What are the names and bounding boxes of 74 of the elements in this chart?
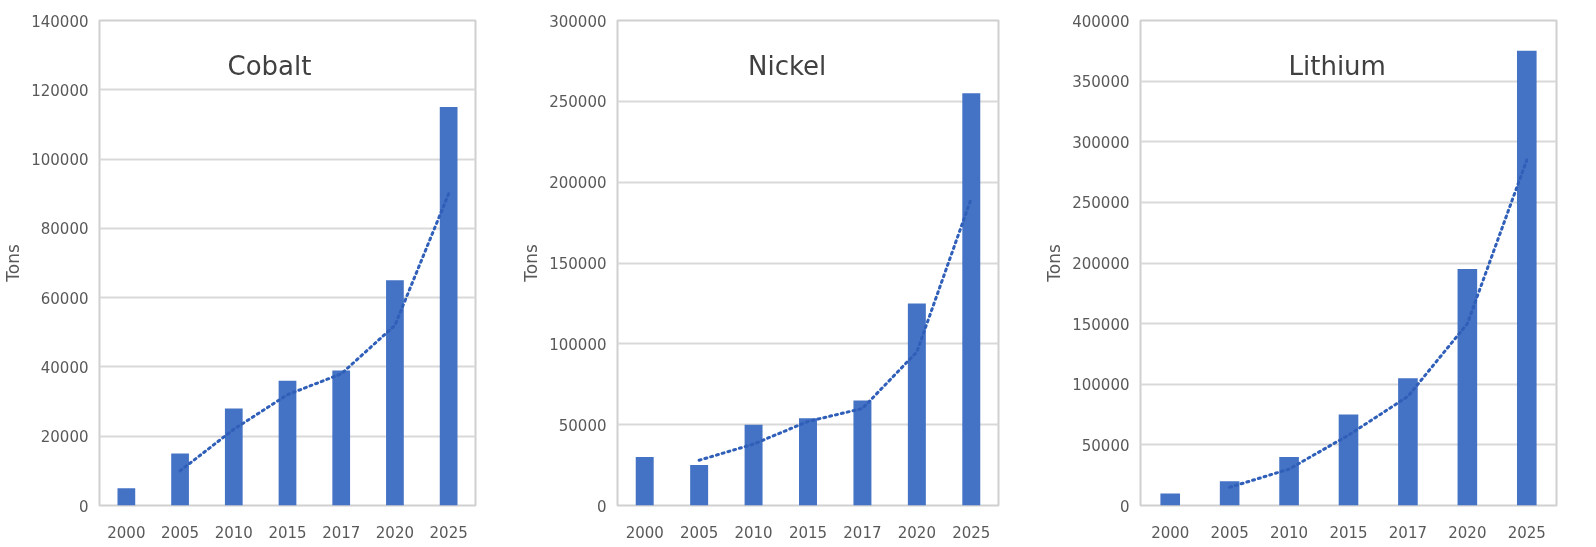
y-tick-label: 0 xyxy=(1119,497,1130,516)
bar xyxy=(439,107,458,506)
bar xyxy=(799,418,817,506)
x-tick-label: 2015 xyxy=(268,523,307,542)
x-tick-label: 2020 xyxy=(1448,523,1487,542)
x-tick-label: 2010 xyxy=(734,523,773,542)
y-tick-label: 50000 xyxy=(1081,436,1130,455)
bar xyxy=(962,93,981,506)
bar xyxy=(907,303,926,506)
y-tick-label: 250000 xyxy=(1072,194,1130,213)
x-tick-label: 2005 xyxy=(1210,523,1249,542)
bar xyxy=(1457,269,1478,506)
y-tick-label: 100000 xyxy=(1072,376,1130,395)
y-tick-label: 0 xyxy=(596,497,607,516)
text: Cobalt xyxy=(227,50,312,81)
y-tick-label: 40000 xyxy=(40,358,89,377)
bar xyxy=(386,280,404,506)
bar xyxy=(1160,493,1181,506)
bar xyxy=(635,457,654,506)
x-tick-label: 2025 xyxy=(952,523,991,542)
x-tick-label: 2015 xyxy=(788,523,828,542)
x-tick-label: 2020 xyxy=(375,523,415,542)
y-tick-label: 150000 xyxy=(549,255,607,273)
x-tick-label: 2015 xyxy=(1329,523,1368,542)
x-tick-label: 2010 xyxy=(1269,523,1309,542)
y-axis-title: Tons xyxy=(1044,244,1065,283)
bar xyxy=(690,465,709,506)
y-tick-label: 150000 xyxy=(1072,315,1130,334)
y-tick-label: 140000 xyxy=(31,12,89,31)
bar xyxy=(853,400,872,506)
y-axis-title: Tons xyxy=(3,244,24,283)
bar xyxy=(1398,378,1418,506)
line-series xyxy=(1228,158,1529,489)
bar xyxy=(1516,50,1537,506)
x-tick-label: 2000 xyxy=(1151,523,1190,542)
y-tick-label: 60000 xyxy=(40,289,89,308)
x-tick-label: 2025 xyxy=(429,523,468,542)
x-tick-label: 2000 xyxy=(625,523,664,542)
y-tick-label: 20000 xyxy=(40,428,89,447)
line-series xyxy=(178,192,451,473)
x-tick-label: 2017 xyxy=(1388,523,1428,542)
x-tick-label: 2017 xyxy=(322,523,361,542)
y-tick-label: 400000 xyxy=(1072,12,1130,31)
x-tick-label: 2005 xyxy=(160,523,200,542)
bar xyxy=(1279,457,1299,506)
x-tick-label: 2010 xyxy=(214,523,253,542)
y-axis-title: Tons xyxy=(521,244,542,283)
bar xyxy=(332,370,351,506)
text: Nickel xyxy=(748,50,827,81)
bar xyxy=(1338,414,1359,506)
x-tick-label: 2020 xyxy=(897,523,936,542)
y-tick-label: 100000 xyxy=(31,151,89,170)
y-tick-label: 300000 xyxy=(549,12,607,31)
y-tick-label: 80000 xyxy=(40,220,89,239)
bar xyxy=(224,408,243,506)
y-tick-label: 50000 xyxy=(558,416,607,435)
y-tick-label: 120000 xyxy=(31,81,89,100)
x-tick-label: 2017 xyxy=(843,523,882,542)
y-tick-label: 100000 xyxy=(549,335,607,354)
y-tick-label: 0 xyxy=(78,497,89,516)
x-tick-label: 2005 xyxy=(680,523,719,542)
bar xyxy=(117,488,136,506)
bar xyxy=(278,380,297,506)
text: Lithium xyxy=(1288,50,1386,81)
y-tick-label: 250000 xyxy=(549,93,607,112)
y-tick-label: 350000 xyxy=(1072,73,1130,92)
y-tick-label: 200000 xyxy=(1072,255,1130,273)
x-tick-label: 2025 xyxy=(1507,523,1546,542)
y-tick-label: 200000 xyxy=(549,174,607,193)
bar xyxy=(171,453,189,506)
bar xyxy=(744,424,763,506)
x-tick-label: 2000 xyxy=(107,523,146,542)
bar xyxy=(1219,481,1240,506)
y-tick-label: 300000 xyxy=(1072,133,1130,152)
